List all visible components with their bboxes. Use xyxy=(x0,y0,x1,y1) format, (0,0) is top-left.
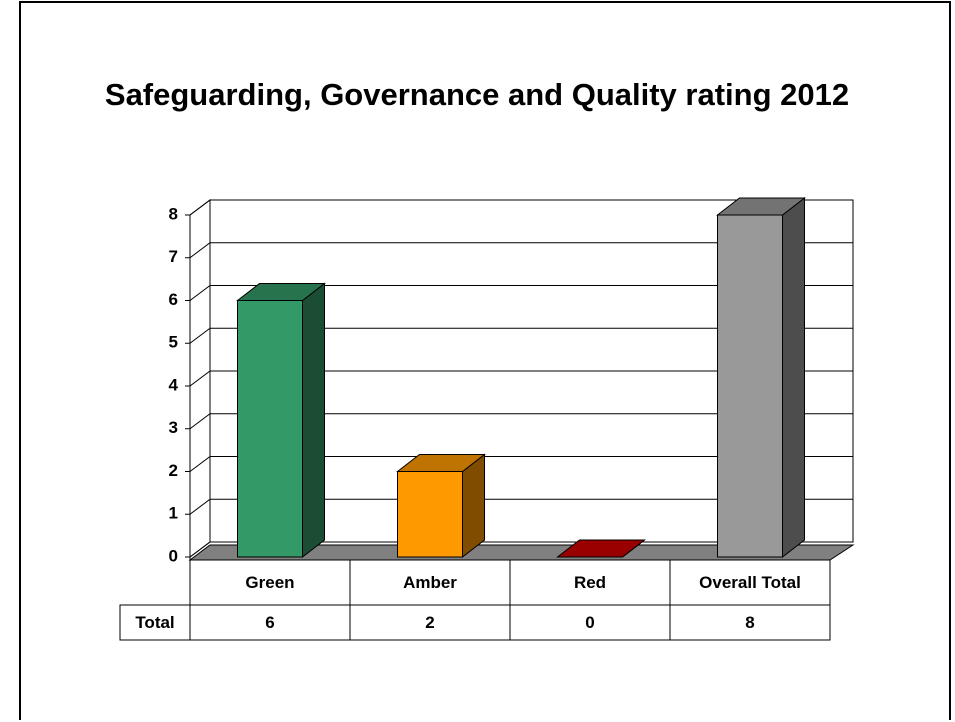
y-tick-label: 5 xyxy=(169,333,178,352)
y-tick-label: 6 xyxy=(169,290,178,309)
y-tick-label: 3 xyxy=(169,418,178,437)
bar xyxy=(397,471,463,558)
table-value: 8 xyxy=(745,613,754,632)
table-value: 2 xyxy=(425,613,434,632)
x-tick-label: Overall Total xyxy=(699,573,801,592)
y-tick-label: 4 xyxy=(169,375,179,394)
grid-line xyxy=(189,413,853,430)
table-value-row xyxy=(119,604,831,641)
table-value: 6 xyxy=(265,613,274,632)
x-tick-label: Amber xyxy=(403,573,457,592)
bar-top xyxy=(556,539,646,558)
grid-line xyxy=(189,285,853,301)
x-tick-label: Green xyxy=(245,573,294,592)
table-value: 0 xyxy=(585,613,594,632)
table-row-label: Total xyxy=(135,613,174,632)
bar-side xyxy=(302,282,325,559)
y-tick-label: 1 xyxy=(169,504,178,523)
y-tick-label: 2 xyxy=(169,461,178,480)
x-tick-label: Red xyxy=(574,573,606,592)
bar xyxy=(717,214,783,558)
grid-line xyxy=(189,199,853,216)
bar-side xyxy=(462,453,485,559)
y-tick-label: 7 xyxy=(169,247,178,266)
bar-side xyxy=(782,196,805,559)
grid-line xyxy=(189,242,853,259)
y-tick-label: 0 xyxy=(169,546,178,565)
grid-line xyxy=(189,370,853,387)
grid-line xyxy=(189,456,853,472)
slide xyxy=(19,1,951,720)
grid-line xyxy=(189,327,853,344)
grid-line xyxy=(189,498,853,515)
chart-title: Safeguarding, Governance and Quality rat… xyxy=(104,77,850,112)
bar xyxy=(237,300,303,558)
y-tick-label: 8 xyxy=(169,204,178,223)
